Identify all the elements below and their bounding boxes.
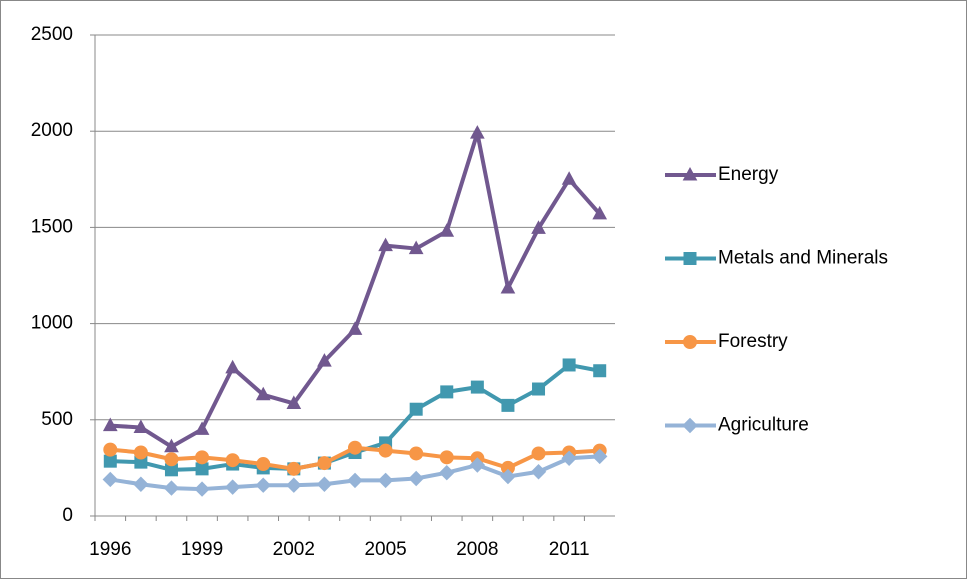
legend-marker <box>683 252 697 265</box>
point <box>439 465 455 481</box>
point <box>194 481 210 497</box>
point <box>195 462 209 476</box>
point <box>316 476 333 492</box>
point <box>133 445 148 460</box>
point <box>561 171 577 185</box>
point <box>103 442 118 457</box>
point <box>347 321 363 335</box>
point <box>377 472 394 489</box>
point <box>317 353 332 367</box>
point <box>225 359 240 374</box>
point <box>102 417 118 432</box>
point <box>440 385 454 399</box>
point <box>103 454 117 468</box>
point <box>531 220 546 234</box>
point <box>286 477 302 493</box>
legend-label: Energy <box>718 164 779 185</box>
point <box>286 395 302 409</box>
point <box>286 461 301 476</box>
point <box>224 479 241 495</box>
point <box>255 386 271 401</box>
point <box>439 223 455 237</box>
point <box>255 477 271 493</box>
point <box>501 398 515 412</box>
point <box>163 480 180 496</box>
point <box>102 471 119 488</box>
point <box>591 448 608 465</box>
legend-marker <box>682 166 698 181</box>
point <box>470 380 484 394</box>
point <box>408 240 424 255</box>
legend-marker <box>682 417 698 434</box>
point <box>532 382 546 396</box>
y-tick-label: 1500 <box>31 216 73 237</box>
point <box>195 450 210 465</box>
point <box>561 450 577 466</box>
legend-label: Metals and Minerals <box>718 248 888 269</box>
point <box>378 237 393 252</box>
point <box>592 205 608 220</box>
point <box>470 125 485 139</box>
x-tick-label: 1996 <box>89 539 131 560</box>
point <box>408 470 424 487</box>
point <box>133 476 149 492</box>
y-tick-label: 500 <box>41 409 73 430</box>
point <box>409 402 423 416</box>
point <box>439 450 454 465</box>
point <box>531 446 546 461</box>
x-tick-label: 2002 <box>273 539 315 560</box>
point <box>378 443 393 458</box>
y-tick-label: 0 <box>62 505 73 526</box>
x-tick-label: 2011 <box>549 539 590 560</box>
legend-marker <box>683 335 697 349</box>
point <box>133 419 149 433</box>
point <box>225 453 240 468</box>
y-tick-label: 1000 <box>31 313 73 334</box>
point <box>500 279 516 294</box>
point <box>469 457 486 473</box>
x-tick-label: 2005 <box>364 539 406 560</box>
point <box>530 464 547 480</box>
x-tick-label: 2008 <box>456 539 498 560</box>
point <box>256 457 271 472</box>
point <box>194 421 210 435</box>
x-tick-label: 1999 <box>181 539 223 560</box>
point <box>164 452 179 467</box>
point <box>409 446 424 461</box>
point <box>593 364 607 378</box>
y-tick-label: 2000 <box>31 120 73 141</box>
legend-label: Agriculture <box>718 415 809 436</box>
point <box>500 468 516 485</box>
point <box>317 456 332 471</box>
y-tick-label: 2500 <box>31 24 73 45</box>
point <box>348 440 362 455</box>
point <box>562 358 576 372</box>
point <box>347 472 363 489</box>
legend-label: Forestry <box>718 331 788 352</box>
point <box>164 438 179 453</box>
